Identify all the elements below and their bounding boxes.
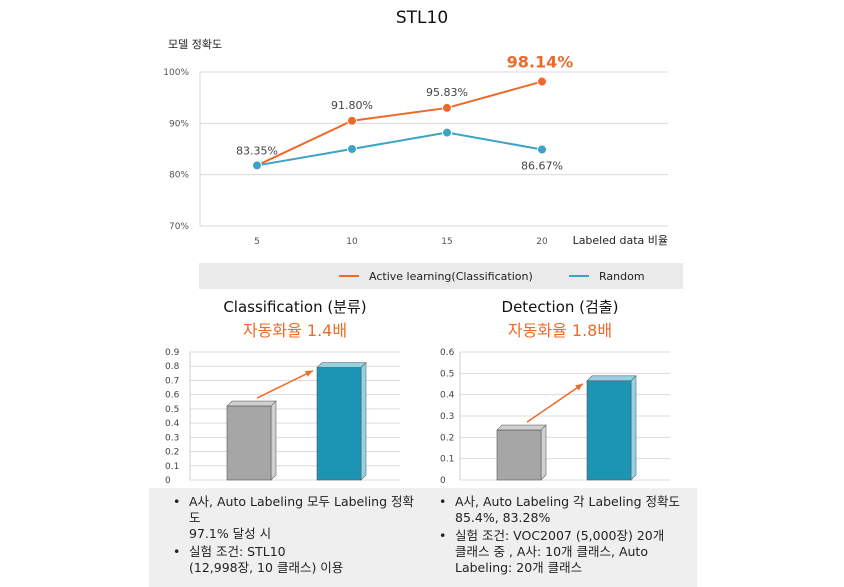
chart-title: STL10 [395,8,449,28]
trend-arrow-line [256,369,314,399]
note-right-2-line2: 클래스 중 , A사: 10개 클래스, Auto [455,544,648,559]
data-point [537,144,547,155]
y-tick-label: 90% [169,119,189,129]
y-tick-label: 0 [440,476,446,486]
legend-swatch-random [569,275,589,277]
note-left-2-line2: (12,998장, 10 클래스) 이용 [189,560,344,575]
notes-left: A사, Auto Labeling 모두 Labeling 정확도 97.1% … [149,488,429,587]
data-label: 83.35% [236,144,278,157]
y-tick-label: 70% [169,222,189,232]
note-right-1-line1: A사, Auto Labeling 각 Labeling 정확도 [455,494,681,509]
note-left-1: A사, Auto Labeling 모두 Labeling 정확도 97.1% … [173,494,419,542]
y-tick-label: 0.3 [165,433,179,443]
bar-side [540,424,547,481]
bar-top [586,375,637,382]
note-right-2: 실험 조건: VOC2007 (5,000장) 20개 클래스 중 , A사: … [439,528,687,576]
bar-side [630,375,637,481]
y-tick-label: 0.4 [165,419,180,429]
x-tick-label: 20 [536,237,548,247]
notes-right: A사, Auto Labeling 각 Labeling 정확도 85.4%, … [429,488,697,587]
y-tick-label: 0.7 [165,376,179,386]
note-left-2: 실험 조건: STL10 (12,998장, 10 클래스) 이용 [173,544,419,576]
legend: Active learning(Classification) Random [199,263,683,289]
y-axis-label: 모델 정확도 [168,38,222,51]
detection-subtitle: 자동화율 1.8배 [507,321,613,340]
bar-side [360,361,367,481]
data-point [442,102,452,113]
y-tick-label: 0.4 [440,391,455,401]
trend-arrow-head [575,383,583,391]
legend-label-active: Active learning(Classification) [369,269,533,283]
y-tick-label: 0.6 [165,391,180,401]
y-tick-label: 0.5 [440,369,454,379]
bar [586,380,632,481]
x-tick-label: 10 [346,237,358,247]
note-left-1-line2: 97.1% 달성 시 [189,526,272,541]
x-tick-label: 15 [441,237,452,247]
series-line-0 [256,80,543,167]
note-left-2-line1: 실험 조건: STL10 [189,544,286,559]
data-label: 91.80% [331,99,373,112]
y-tick-label: 80% [169,171,189,181]
detection-bar-chart: 0 0.1 0.2 0.3 0.4 0.5 0.6 [440,348,670,486]
note-right-2-line1: 실험 조건: VOC2007 (5,000장) 20개 [455,528,665,543]
data-point [537,76,547,87]
bar-top [316,362,367,368]
note-right-1-line2: 85.4%, 83.28% [455,510,551,525]
y-tick-label: 100% [163,68,189,78]
x-tick-label: 5 [254,237,260,247]
data-point [252,160,262,171]
y-tick-label: 0.1 [165,462,179,472]
y-tick-label: 0.8 [165,362,180,372]
bar [226,405,272,481]
legend-item-random: Random [569,263,645,289]
trend-arrow-head [305,370,313,377]
y-tick-label: 0.1 [440,455,454,465]
legend-swatch-active [339,275,359,277]
bar-top [496,424,547,431]
x-axis-label: Labeled data 비율 [573,234,668,247]
data-label: 95.83% [426,86,468,99]
y-tick-label: 0 [165,476,171,486]
note-right-2-line3: Labeling: 20개 클래스 [455,560,583,575]
series-line-1 [256,131,543,167]
y-tick-label: 0.2 [440,433,454,443]
trend-arrow-line [526,383,584,423]
data-label-emphasis: 98.14% [507,53,574,72]
classification-subtitle: 자동화율 1.4배 [242,321,348,340]
legend-label-random: Random [599,269,645,283]
legend-item-active-learning: Active learning(Classification) [339,263,533,289]
classification-title: Classification (분류) [223,298,367,316]
data-point [347,144,357,154]
bar [316,367,362,481]
classification-bar-chart: 0 0.1 0.2 0.3 0.4 0.5 0.6 0.7 0.8 0.9 [165,348,400,486]
y-tick-label: 0.2 [165,448,179,458]
data-point [442,127,452,138]
note-right-1: A사, Auto Labeling 각 Labeling 정확도 85.4%, … [439,494,687,526]
y-tick-label: 0.5 [165,405,179,415]
y-tick-label: 0.6 [440,348,455,358]
line-chart: 모델 정확도 70% 80% 90% 100% 5 10 15 20 Labeled data 비… [163,38,668,247]
bar-side [270,400,277,481]
data-point [347,115,357,126]
note-left-1-line1: A사, Auto Labeling 모두 Labeling 정확도 [189,494,415,525]
detection-title: Detection (검출) [501,298,619,316]
bar-top [226,400,277,407]
y-tick-label: 0.9 [165,348,180,358]
data-label: 86.67% [521,160,563,173]
bar [496,429,542,481]
y-tick-label: 0.3 [440,412,454,422]
